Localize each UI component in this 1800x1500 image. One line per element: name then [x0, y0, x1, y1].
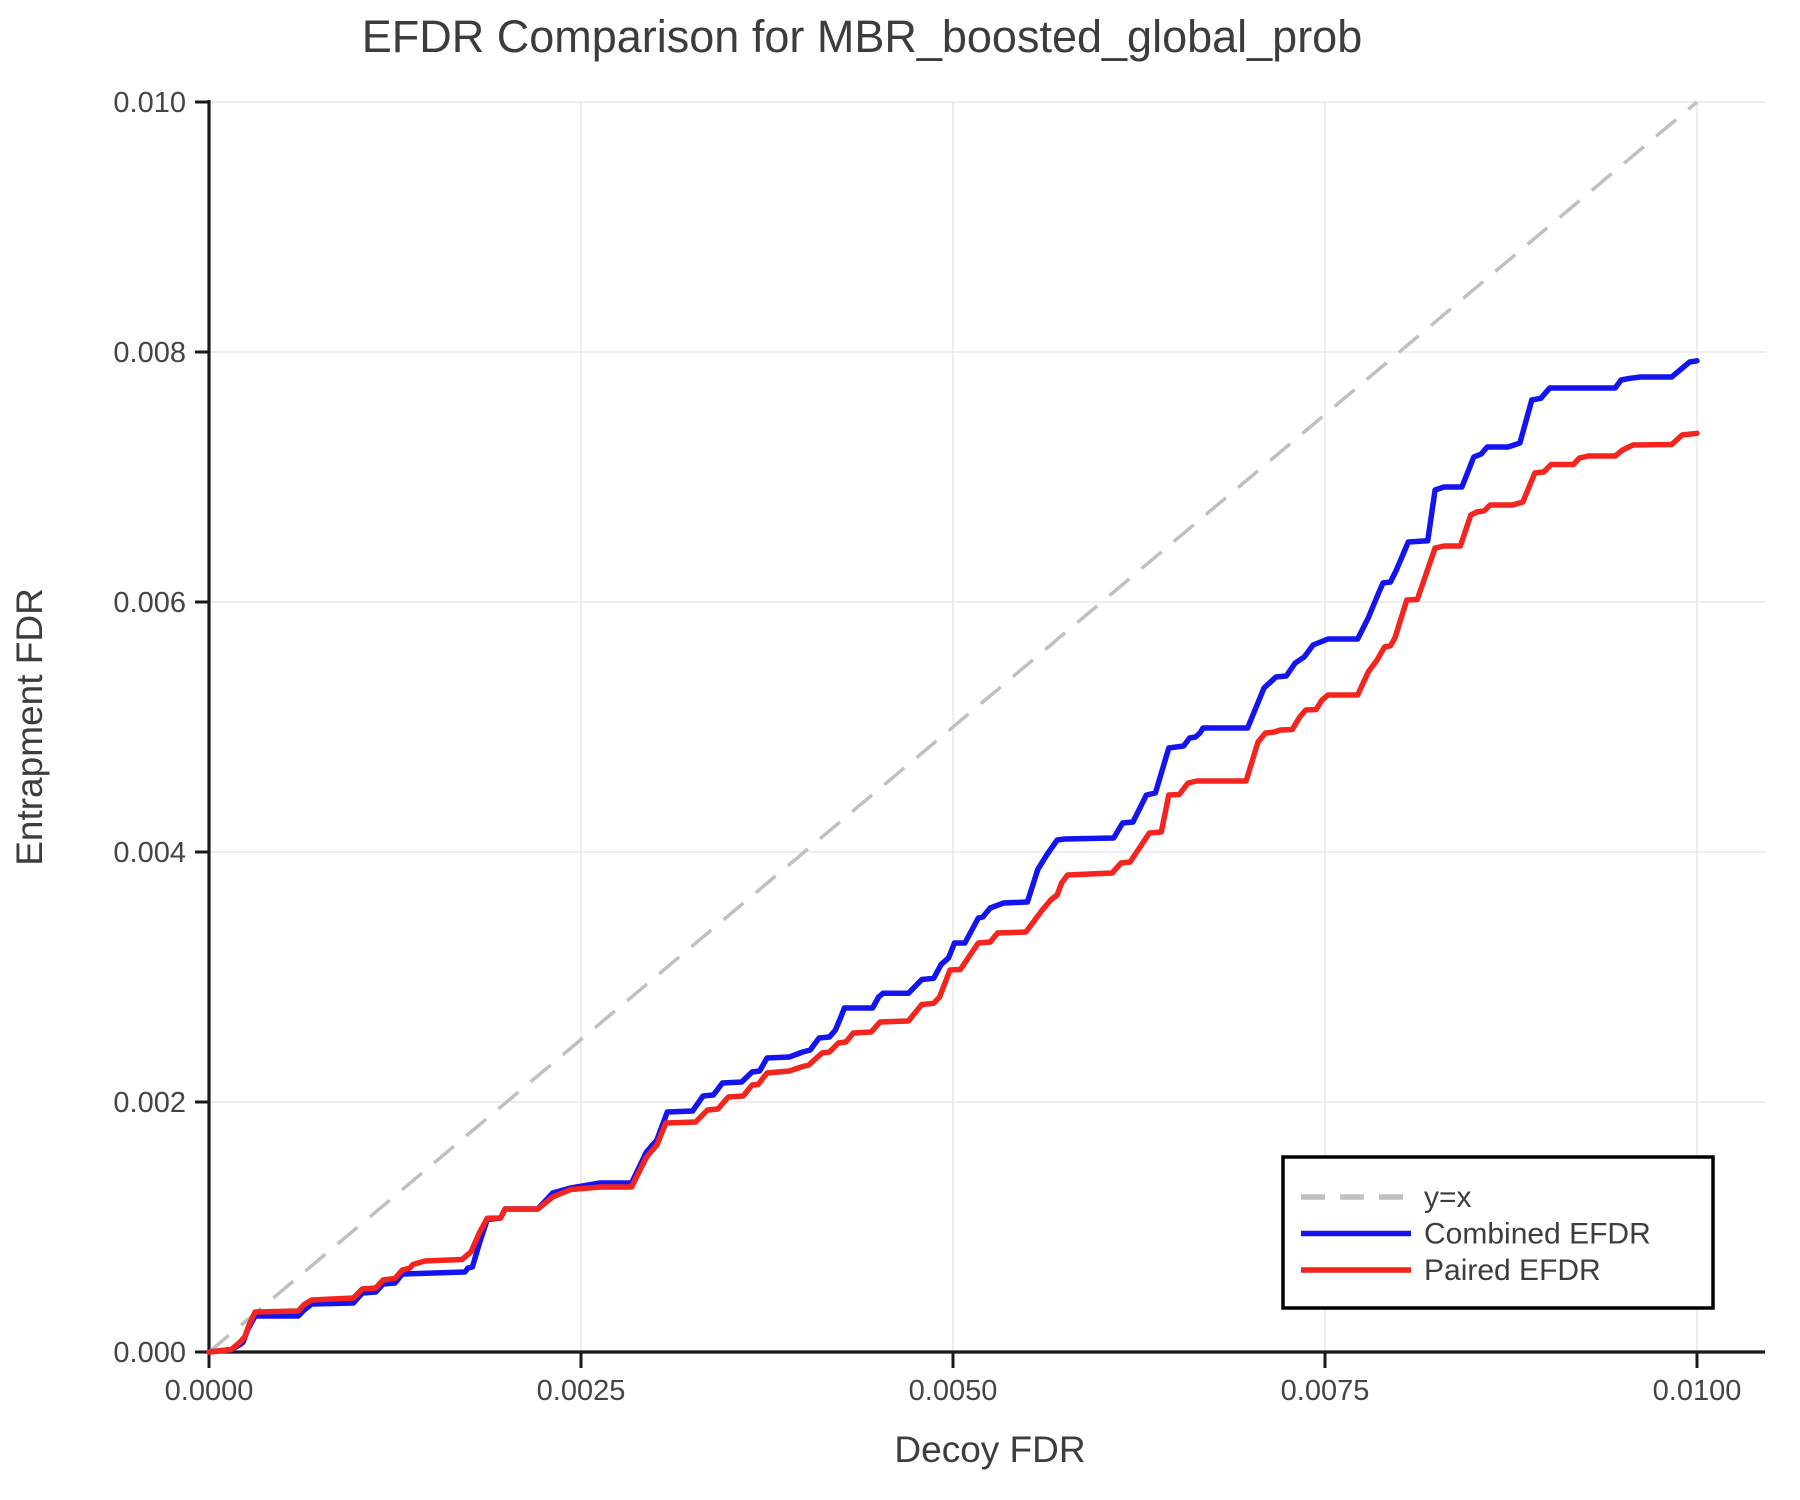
x-tick-label: 0.0000 — [165, 1375, 254, 1407]
data-series — [206, 358, 1700, 1355]
y-tick-label: 0.010 — [113, 87, 186, 119]
legend-label: Combined EFDR — [1424, 1218, 1651, 1251]
series-line-paired-efdr — [206, 430, 1700, 1355]
reference-line-y-equals-x — [207, 100, 1699, 1354]
x-tick-label: 0.0100 — [1653, 1375, 1742, 1407]
axis-spines — [205, 100, 1765, 1354]
y-tick-label: 0.004 — [113, 837, 186, 869]
x-tick-label: 0.0075 — [1281, 1375, 1370, 1407]
series-line-combined-efdr — [206, 358, 1700, 1355]
axis-ticks — [195, 100, 1699, 1368]
y-tick-label: 0.000 — [113, 1337, 186, 1369]
legend-label: Paired EFDR — [1424, 1254, 1601, 1287]
y-tick-label: 0.008 — [113, 337, 186, 369]
x-tick-label: 0.0050 — [909, 1375, 998, 1407]
x-axis-label: Decoy FDR — [894, 1429, 1085, 1470]
axis-tick-labels: 0.0000 0.0025 0.0050 0.0075 0.0100 0.000 0.002… — [113, 87, 1741, 1407]
chart-title: EFDR Comparison for MBR_boosted_global_p… — [362, 11, 1363, 62]
legend-label: y=x — [1424, 1181, 1472, 1214]
y-axis-label: Entrapment FDR — [9, 588, 50, 866]
y-tick-label: 0.006 — [113, 587, 186, 619]
x-tick-label: 0.0025 — [537, 1375, 626, 1407]
y-tick-label: 0.002 — [113, 1087, 186, 1119]
reference-line — [207, 100, 1699, 1354]
